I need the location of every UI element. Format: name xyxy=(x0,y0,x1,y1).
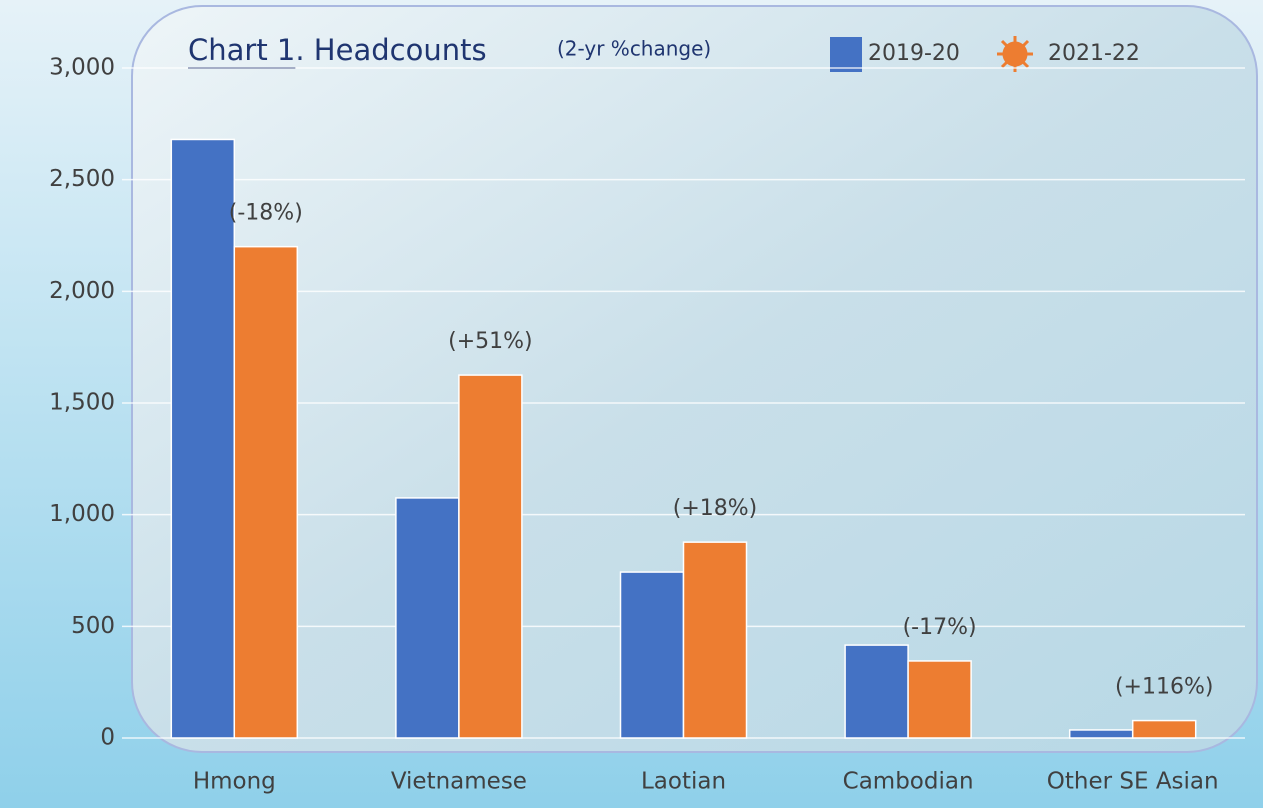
annotation: (-18%) xyxy=(229,201,303,226)
y-tick-label: 1,500 xyxy=(49,390,115,416)
bar xyxy=(907,660,972,739)
x-tick-label: Hmong xyxy=(193,769,276,795)
y-tick-label: 1,000 xyxy=(49,501,115,527)
bar xyxy=(619,571,685,739)
x-tick-label: Other SE Asian xyxy=(1047,769,1219,795)
x-tick-label: Vietnamese xyxy=(391,769,527,795)
y-tick-label: 500 xyxy=(71,613,115,639)
bar xyxy=(1068,729,1134,739)
x-tick-label: Laotian xyxy=(641,769,726,795)
annotation: (+51%) xyxy=(448,329,533,354)
y-tick-label: 0 xyxy=(100,725,115,751)
annotation: (+18%) xyxy=(673,496,758,521)
bar xyxy=(458,374,523,739)
bar xyxy=(233,245,299,739)
annotation: (-17%) xyxy=(903,615,977,640)
bar xyxy=(1131,719,1197,739)
annotation: (+116%) xyxy=(1115,675,1214,700)
y-tick-label: 2,500 xyxy=(49,166,115,192)
bar xyxy=(395,497,460,739)
y-tick-label: 2,000 xyxy=(49,278,115,304)
bar xyxy=(170,138,236,739)
chart-subtitle: (2-yr %change) xyxy=(557,37,711,61)
legend-swatch xyxy=(997,36,1033,72)
legend-label: 2019-20 xyxy=(868,41,960,66)
legend: 2019-20 2021-22 xyxy=(830,36,1140,72)
legend-label: 2021-22 xyxy=(1048,41,1140,66)
y-tick-label: 3,000 xyxy=(49,55,115,81)
legend-swatch xyxy=(830,37,862,72)
bar xyxy=(844,644,909,739)
x-tick-label: Cambodian xyxy=(843,769,974,795)
chart-title: Chart 1. Headcounts xyxy=(188,33,487,67)
bar xyxy=(682,541,748,739)
